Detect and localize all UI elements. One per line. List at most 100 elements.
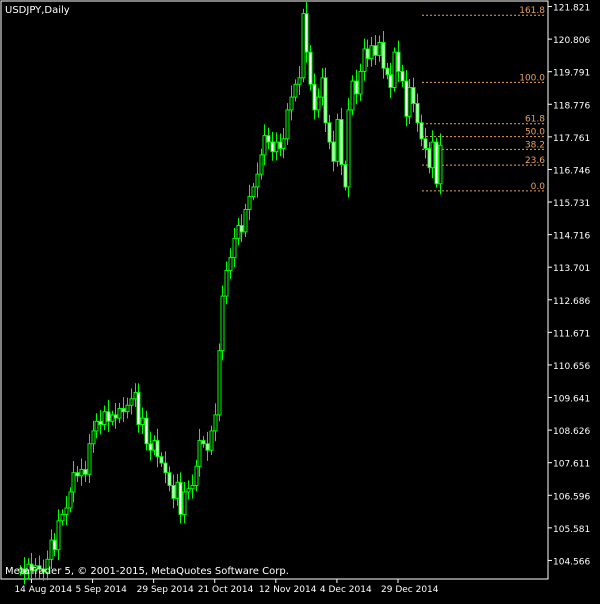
candle-bull bbox=[125, 404, 130, 413]
fib-level-label: 50.0 bbox=[525, 128, 545, 138]
candle-bear bbox=[41, 568, 46, 573]
candle-bear bbox=[266, 135, 271, 143]
chart-frame bbox=[0, 0, 549, 580]
candle-bull bbox=[190, 485, 195, 490]
candle-bear bbox=[144, 417, 149, 445]
candle-bear bbox=[354, 80, 359, 95]
candle-bull bbox=[79, 468, 84, 477]
candle-bear bbox=[312, 83, 317, 111]
candle-bear bbox=[167, 472, 172, 487]
candle-bull bbox=[224, 269, 229, 297]
candle-bull bbox=[346, 109, 351, 188]
candle-bear bbox=[365, 48, 370, 60]
candle-bear bbox=[159, 456, 164, 464]
candle-bear bbox=[339, 119, 344, 166]
candle-bear bbox=[304, 13, 309, 53]
candle-bull bbox=[45, 558, 50, 573]
candle-bull bbox=[56, 520, 61, 551]
candle-bear bbox=[113, 414, 118, 419]
candle-bull bbox=[281, 138, 286, 149]
fib-level-label: 23.6 bbox=[525, 156, 545, 166]
candle-bull bbox=[194, 465, 199, 487]
candle-bull bbox=[197, 440, 202, 467]
candle-bear bbox=[327, 122, 332, 143]
candle-bull bbox=[243, 208, 248, 233]
fib-level-label: 161.8 bbox=[519, 6, 545, 16]
x-tick-label: 12 Nov 2014 bbox=[259, 585, 317, 595]
candle-bear bbox=[270, 141, 275, 153]
candle-bear bbox=[163, 462, 168, 474]
y-tick-label: 114.716 bbox=[553, 232, 590, 242]
candle-bull bbox=[335, 119, 340, 162]
candle-bull bbox=[297, 77, 302, 85]
candle-bull bbox=[68, 491, 73, 509]
copyright-text: MetaTrader 5, © 2001-2015, MetaQuotes So… bbox=[5, 566, 289, 577]
candle-bull bbox=[217, 350, 222, 416]
candle-bear bbox=[75, 472, 80, 477]
y-tick-label: 121.821 bbox=[553, 4, 590, 14]
candle-bear bbox=[331, 141, 336, 162]
y-tick-label: 112.686 bbox=[553, 297, 590, 307]
candle-bear bbox=[373, 45, 378, 56]
candle-bear bbox=[388, 74, 393, 88]
candle-bull bbox=[274, 141, 279, 153]
y-tick-label: 116.746 bbox=[553, 166, 590, 176]
candle-bull bbox=[182, 491, 187, 515]
y-tick-label: 115.731 bbox=[553, 199, 590, 209]
candle-bull bbox=[285, 109, 290, 140]
y-tick-label: 110.656 bbox=[553, 362, 590, 372]
symbol-label: USDJPY,Daily bbox=[5, 5, 70, 16]
candle-bull bbox=[430, 141, 435, 169]
candle-bear bbox=[148, 443, 153, 451]
y-tick-label: 113.701 bbox=[553, 264, 590, 274]
y-tick-label: 107.611 bbox=[553, 460, 590, 470]
time-axis[interactable]: 14 Aug 2014 5 Sep 2014 29 Sep 2014 21 Oct 2… bbox=[14, 579, 439, 595]
candle-bull bbox=[232, 237, 237, 259]
candle-bull bbox=[262, 135, 267, 156]
candle-bull bbox=[33, 565, 38, 572]
y-tick-label: 106.596 bbox=[553, 492, 590, 502]
price-axis[interactable]: 121.821 120.806 119.791 118.776 117.761 116.7… bbox=[548, 4, 590, 568]
candle-bull bbox=[91, 430, 96, 445]
fib-level-label: 61.8 bbox=[525, 115, 545, 125]
candle-bear bbox=[419, 122, 424, 140]
candles-layer bbox=[18, 2, 443, 585]
candle-bull bbox=[209, 430, 214, 451]
fibonacci-layer: 161.8 100.0 61.8 50.0 38.2 23.6 0.0 bbox=[422, 6, 546, 192]
candle-bull bbox=[259, 154, 264, 175]
candle-bear bbox=[106, 411, 111, 422]
candle-bear bbox=[434, 141, 439, 185]
x-tick-label: 21 Oct 2014 bbox=[198, 585, 254, 595]
y-tick-label: 111.671 bbox=[553, 329, 590, 339]
candle-bull bbox=[94, 420, 99, 432]
candle-bear bbox=[423, 138, 428, 149]
candle-bull bbox=[129, 398, 134, 406]
y-tick-label: 109.641 bbox=[553, 395, 590, 405]
candle-bear bbox=[396, 51, 401, 72]
candle-bear bbox=[400, 70, 405, 82]
candle-bear bbox=[121, 407, 126, 413]
candle-bull bbox=[117, 407, 122, 419]
candle-bear bbox=[37, 565, 42, 570]
x-tick-label: 4 Dec 2014 bbox=[320, 585, 372, 595]
x-tick-label: 29 Sep 2014 bbox=[137, 585, 194, 595]
candle-bear bbox=[22, 568, 27, 575]
x-tick-label: 14 Aug 2014 bbox=[14, 585, 72, 595]
y-tick-label: 120.806 bbox=[553, 36, 590, 46]
candle-bear bbox=[201, 440, 206, 445]
candle-bull bbox=[350, 80, 355, 111]
candle-bear bbox=[155, 440, 160, 458]
candle-bear bbox=[178, 481, 183, 515]
candle-bull bbox=[186, 488, 191, 493]
fib-level-label: 100.0 bbox=[519, 73, 545, 83]
candle-bull bbox=[87, 443, 92, 475]
candle-bull bbox=[438, 144, 443, 185]
candle-bull bbox=[71, 472, 76, 493]
candle-bear bbox=[29, 563, 34, 572]
y-tick-label: 108.626 bbox=[553, 427, 590, 437]
candle-bear bbox=[385, 67, 390, 76]
candle-bull bbox=[407, 86, 412, 117]
candle-bull bbox=[18, 568, 23, 573]
